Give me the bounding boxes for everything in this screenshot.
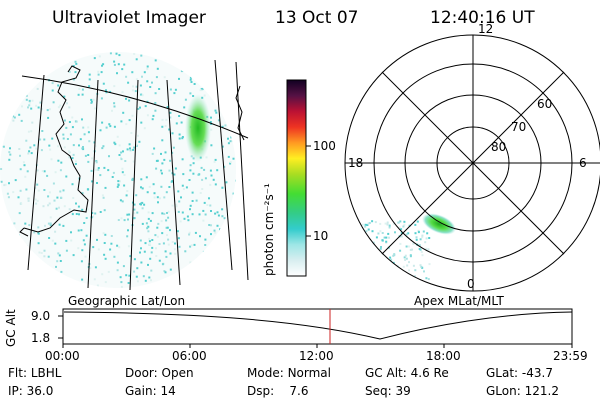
mlt-label-12: 12: [478, 22, 494, 36]
geographic-image: [0, 52, 249, 291]
timeline-y-tick-top: 9.0: [31, 309, 51, 323]
polar-caption: Apex MLat/MLT: [414, 294, 504, 308]
gc-alt-field: GC Alt: 4.6 Re: [365, 366, 449, 380]
geo-caption: Geographic Lat/Lon: [68, 294, 186, 308]
gain-field: Gain: 14: [125, 384, 176, 398]
time-label: 12:40:16 UT: [430, 8, 535, 28]
glon-field: GLon: 121.2: [486, 384, 559, 398]
timeline-x-tick-0: 00:00: [45, 349, 80, 363]
flt-field: Flt: LBHL: [8, 366, 62, 380]
colorbar-unit-label: photon cm⁻²s⁻¹: [262, 183, 276, 276]
colorbar-tick-100: 100: [313, 139, 336, 153]
timeline-x-tick-3: 18:00: [426, 349, 461, 363]
seq-field: Seq: 39: [365, 384, 411, 398]
coastline: [19, 65, 245, 237]
lat-label-80: 80: [491, 140, 507, 154]
timeline-y-label: GC Alt: [4, 309, 18, 347]
mlt-label-0: 0: [467, 277, 475, 291]
longitude-lines: [21, 59, 249, 291]
timeline-x-tick-1: 06:00: [172, 349, 207, 363]
colorbar: [286, 79, 307, 277]
door-field: Door: Open: [125, 366, 194, 380]
ip-field: IP: 36.0: [8, 384, 54, 398]
app-title: Ultraviolet Imager: [52, 8, 206, 28]
colorbar-tick-10: 10: [313, 229, 329, 243]
mlt-label-6: 6: [579, 156, 587, 170]
glat-field: GLat: -43.7: [486, 366, 553, 380]
altitude-timeline: [58, 308, 573, 348]
date-label: 13 Oct 07: [275, 8, 359, 28]
lat-label-70: 70: [511, 120, 527, 134]
timeline-x-tick-4: 23:59: [553, 349, 588, 363]
timeline-y-tick-bottom: 1.8: [31, 331, 51, 345]
mlt-label-18: 18: [348, 156, 364, 170]
timeline-x-tick-2: 12:00: [299, 349, 334, 363]
polar-plot: [344, 34, 600, 292]
mode-field: Mode: Normal: [247, 366, 331, 380]
dsp-field: Dsp: 7.6: [247, 384, 309, 398]
lat-label-60: 60: [537, 97, 553, 111]
